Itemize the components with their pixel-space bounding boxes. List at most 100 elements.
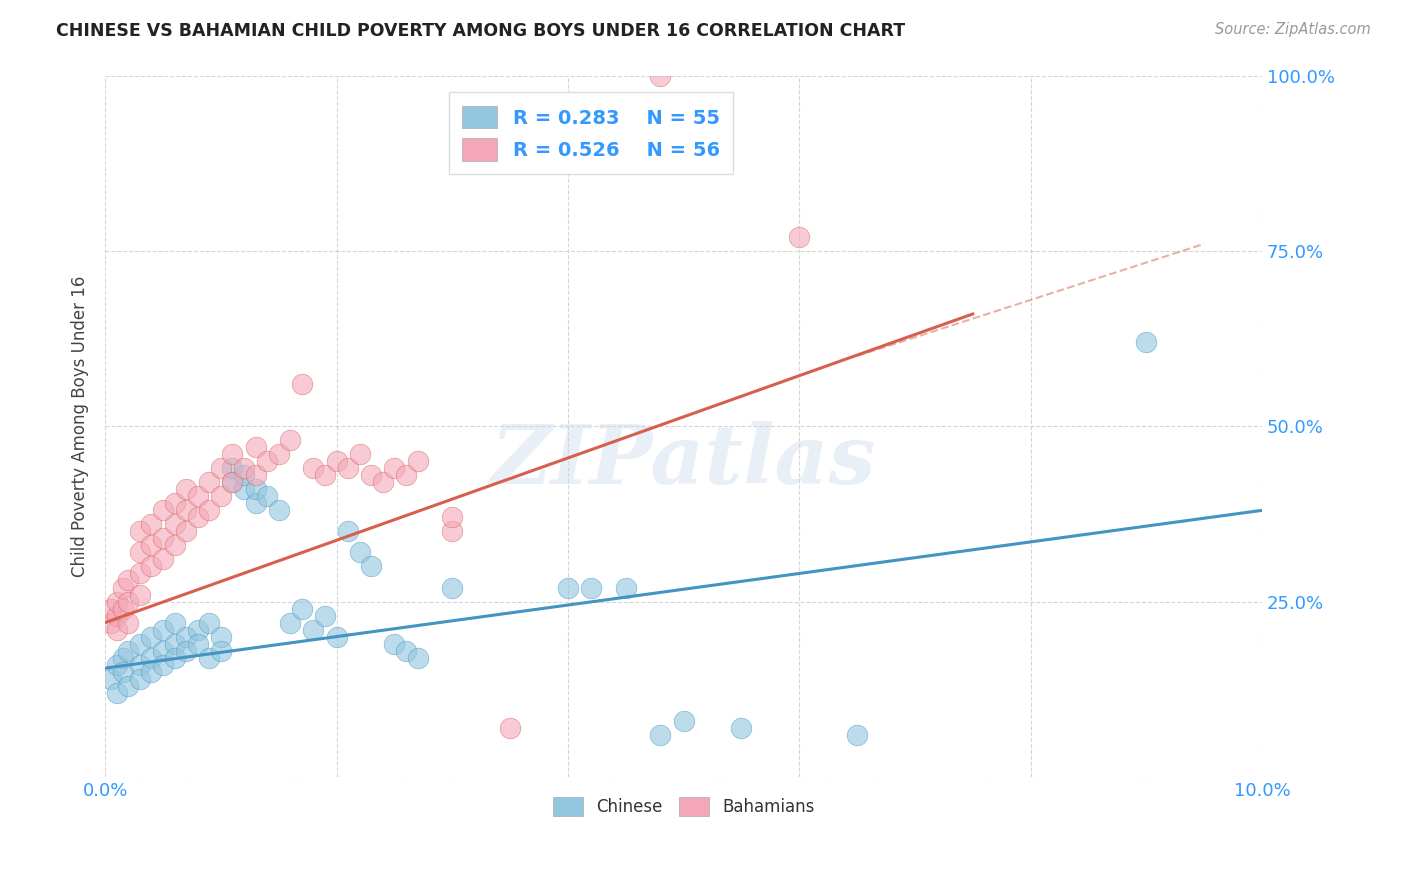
Point [105, 623, 128, 637]
Point [163, 650, 186, 665]
Point [245, 496, 267, 510]
Point [100, 672, 122, 686]
Point [198, 615, 221, 630]
Point [384, 637, 406, 651]
Point [152, 552, 174, 566]
Point [499, 721, 522, 735]
Point [100, 601, 122, 615]
Point [1135, 334, 1157, 349]
Point [787, 230, 810, 244]
Legend: Chinese, Bahamians: Chinese, Bahamians [544, 789, 823, 824]
Point [111, 581, 134, 595]
Point [395, 468, 418, 483]
Point [267, 503, 290, 517]
Point [105, 686, 128, 700]
Point [129, 524, 152, 539]
Point [221, 475, 243, 490]
Point [187, 510, 209, 524]
Point [163, 517, 186, 532]
Point [152, 643, 174, 657]
Point [129, 545, 152, 559]
Text: ZIPatlas: ZIPatlas [491, 421, 876, 501]
Point [267, 447, 290, 461]
Text: CHINESE VS BAHAMIAN CHILD POVERTY AMONG BOYS UNDER 16 CORRELATION CHART: CHINESE VS BAHAMIAN CHILD POVERTY AMONG … [56, 22, 905, 40]
Point [325, 454, 347, 468]
Point [233, 461, 256, 475]
Point [163, 538, 186, 552]
Point [441, 524, 464, 539]
Point [141, 665, 163, 679]
Point [198, 503, 221, 517]
Point [302, 623, 325, 637]
Point [105, 594, 128, 608]
Point [441, 581, 464, 595]
Point [441, 510, 464, 524]
Point [198, 650, 221, 665]
Point [163, 496, 186, 510]
Point [152, 503, 174, 517]
Point [117, 679, 139, 693]
Point [245, 440, 267, 454]
Y-axis label: Child Poverty Among Boys Under 16: Child Poverty Among Boys Under 16 [72, 276, 89, 577]
Point [360, 559, 382, 574]
Point [111, 601, 134, 615]
Point [141, 517, 163, 532]
Point [302, 461, 325, 475]
Point [174, 524, 197, 539]
Point [406, 650, 429, 665]
Point [163, 615, 186, 630]
Point [141, 650, 163, 665]
Point [371, 475, 394, 490]
Point [221, 461, 243, 475]
Point [141, 559, 163, 574]
Point [291, 601, 314, 615]
Point [174, 643, 197, 657]
Point [233, 468, 256, 483]
Point [650, 69, 672, 83]
Point [209, 630, 232, 644]
Point [209, 489, 232, 503]
Point [406, 454, 429, 468]
Point [245, 468, 267, 483]
Point [129, 587, 152, 601]
Point [141, 538, 163, 552]
Point [337, 461, 360, 475]
Point [100, 615, 122, 630]
Point [650, 728, 672, 742]
Point [221, 447, 243, 461]
Point [672, 714, 695, 728]
Point [395, 643, 418, 657]
Point [221, 475, 243, 490]
Point [174, 630, 197, 644]
Point [187, 623, 209, 637]
Point [209, 643, 232, 657]
Point [129, 637, 152, 651]
Point [105, 608, 128, 623]
Point [209, 461, 232, 475]
Point [256, 454, 278, 468]
Text: Source: ZipAtlas.com: Source: ZipAtlas.com [1215, 22, 1371, 37]
Point [278, 615, 301, 630]
Point [117, 643, 139, 657]
Point [245, 483, 267, 497]
Point [730, 721, 752, 735]
Point [111, 650, 134, 665]
Point [117, 594, 139, 608]
Point [384, 461, 406, 475]
Point [314, 608, 336, 623]
Point [325, 630, 347, 644]
Point [349, 447, 371, 461]
Point [152, 532, 174, 546]
Point [187, 489, 209, 503]
Point [163, 637, 186, 651]
Point [129, 566, 152, 581]
Point [198, 475, 221, 490]
Point [129, 672, 152, 686]
Point [278, 434, 301, 448]
Point [174, 483, 197, 497]
Point [337, 524, 360, 539]
Point [256, 489, 278, 503]
Point [360, 468, 382, 483]
Point [557, 581, 579, 595]
Point [314, 468, 336, 483]
